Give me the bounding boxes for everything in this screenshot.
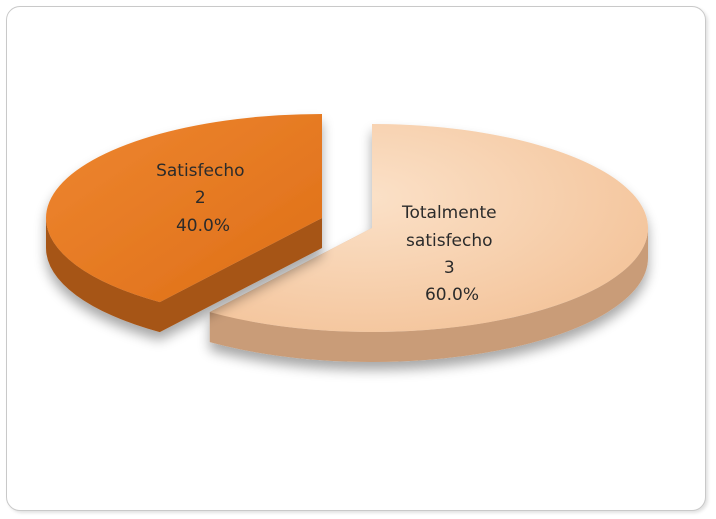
data-label-satisfecho: Satisfecho 2 40.0% [156, 161, 250, 236]
slice-side-totalmente-satisfecho [209, 124, 648, 362]
slice-totalmente-satisfecho [209, 124, 649, 362]
slice-top-totalmente-satisfecho [209, 124, 649, 332]
label-name-line-1: Satisfecho [156, 161, 244, 181]
label-name-line-2: satisfecho [406, 231, 493, 251]
label-percent: 40.0% [176, 216, 230, 236]
slice-side-satisfecho [46, 114, 322, 333]
slice-top-satisfecho [45, 114, 322, 303]
label-name-line-1: Totalmente [401, 203, 497, 223]
label-value: 3 [444, 258, 455, 278]
label-percent: 60.0% [425, 285, 479, 305]
slice-satisfecho [45, 114, 322, 333]
label-value: 2 [195, 188, 206, 208]
data-label-totalmente-satisfecho: Totalmente satisfecho 3 60.0% [401, 203, 502, 305]
